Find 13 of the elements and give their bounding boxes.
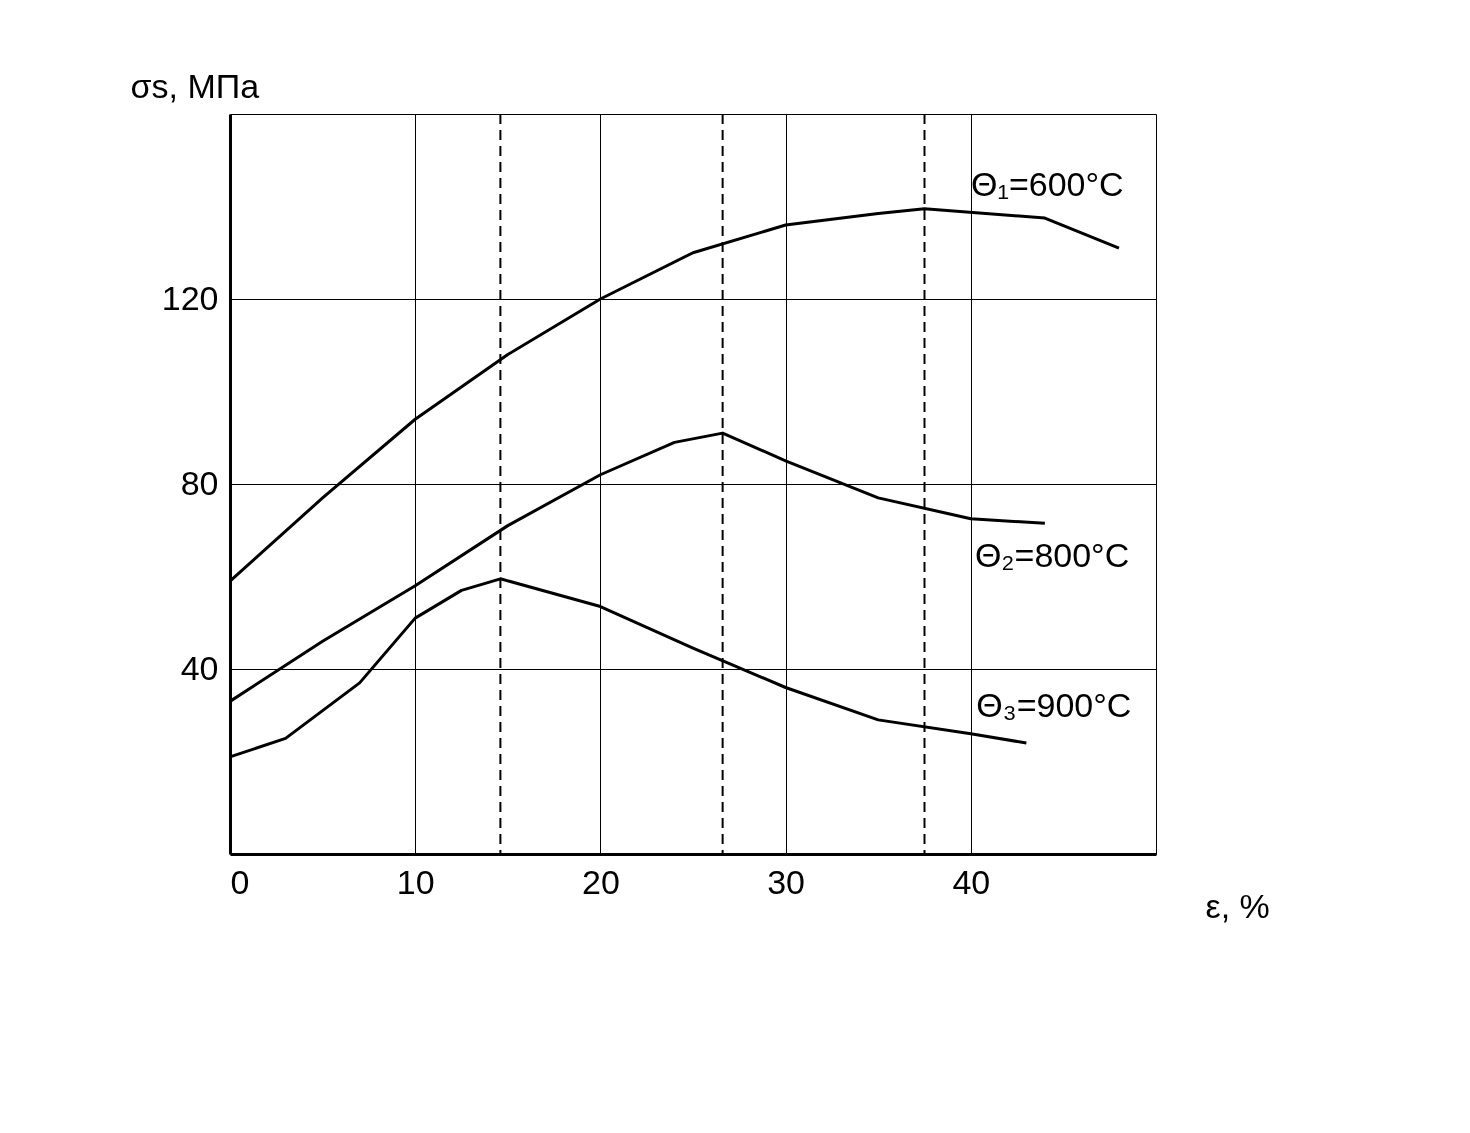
series-label: Θ₂=800°C bbox=[974, 536, 1130, 575]
x-tick-label: 0 bbox=[230, 862, 250, 901]
y-tick-label: 40 bbox=[180, 648, 219, 687]
y-axis-title: σs, МПа bbox=[130, 66, 260, 105]
x-tick-label: 30 bbox=[767, 862, 806, 901]
x-tick-label: 10 bbox=[396, 862, 435, 901]
y-tick-label: 80 bbox=[180, 463, 219, 502]
x-tick-label: 40 bbox=[952, 862, 991, 901]
x-tick-label: 20 bbox=[581, 862, 620, 901]
y-tick-label: 120 bbox=[161, 278, 219, 317]
series-label: Θ₃=900°C bbox=[976, 686, 1132, 724]
series-label: Θ₁=600°C bbox=[970, 165, 1124, 204]
x-axis-title: ε, % bbox=[1205, 886, 1270, 925]
